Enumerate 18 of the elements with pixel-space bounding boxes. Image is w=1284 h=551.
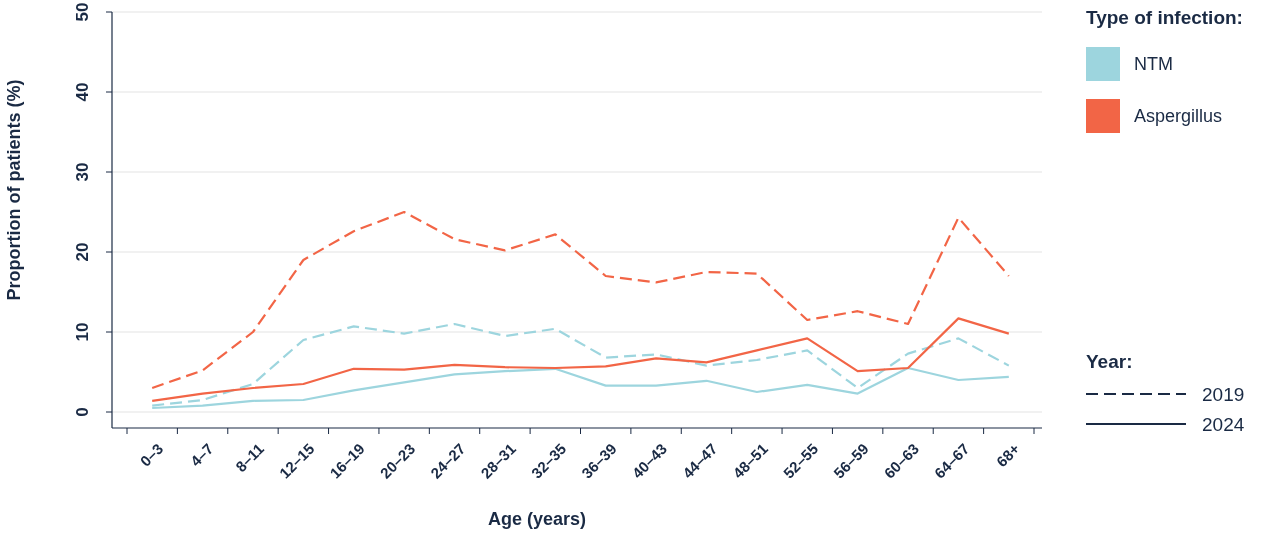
text: Year:	[1086, 351, 1133, 372]
y-tick-label: 20	[73, 242, 92, 262]
legend-title: Type of infection:	[1086, 7, 1243, 28]
x-axis-title: Age (years)	[487, 509, 587, 529]
y-tick-label: 10	[73, 322, 92, 342]
text: 2024	[1202, 414, 1245, 435]
text: 2019	[1202, 384, 1245, 405]
legend-label: Aspergillus	[1134, 106, 1223, 126]
x-tick-label: 4–7	[186, 440, 217, 470]
x-tick-label: 68+	[992, 439, 1024, 471]
y-tick-label: 50	[73, 2, 92, 22]
y-tick-label: 40	[73, 82, 92, 102]
x-tick-label: 0–3	[136, 440, 167, 470]
y-tick-label: 0	[73, 407, 92, 417]
legend-label: NTM	[1134, 54, 1173, 74]
y-tick-label: 30	[73, 162, 92, 182]
y-axis-title: Proportion of patients (%)	[4, 79, 24, 301]
line-series	[151, 210, 1010, 390]
